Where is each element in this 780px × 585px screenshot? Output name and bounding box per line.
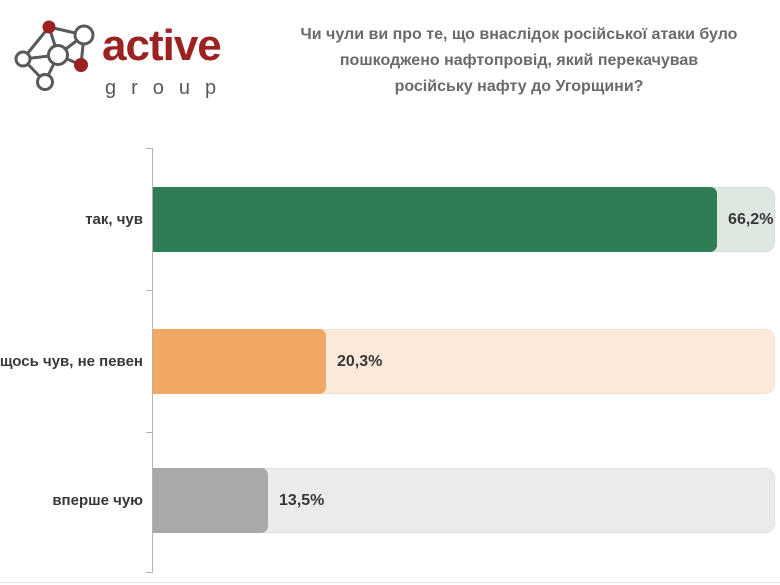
axis-tick — [146, 572, 153, 573]
chart-title-line-3: російську нафту до Угорщини? — [394, 78, 644, 95]
bar-fill — [153, 329, 326, 394]
bar-row-yes-heard: так, чув 66,2% — [0, 187, 780, 252]
value-label: 13,5% — [279, 491, 325, 509]
value-label: 66,2% — [728, 210, 774, 228]
bar-chart: так, чув 66,2% щось чув, не певен 20,3% … — [0, 148, 780, 573]
active-group-logo: active group — [12, 10, 252, 115]
bar-fill — [153, 187, 718, 252]
bar-row-first-time: вперше чую 13,5% — [0, 468, 780, 533]
bar-track: 20,3% — [153, 329, 775, 394]
chart-title-line-2: пошкоджено нафтопровід, який перекачував — [339, 52, 699, 69]
category-label: так, чув — [85, 211, 143, 228]
axis-tick — [146, 148, 153, 149]
y-axis-line — [152, 148, 153, 573]
bar-track: 66,2% — [153, 187, 775, 252]
bar-fill — [153, 468, 269, 533]
chart-title: Чи чули ви про те, що внаслідок російськ… — [262, 22, 776, 100]
chart-title-line-1: Чи чули ви про те, що внаслідок російськ… — [300, 26, 738, 43]
category-label: вперше чую — [52, 492, 143, 509]
logo-subtitle: group — [105, 77, 232, 99]
value-label: 20,3% — [336, 352, 383, 370]
bottom-divider — [0, 582, 780, 583]
bar-row-heard-something: щось чув, не певен 20,3% — [0, 329, 780, 394]
axis-tick — [146, 290, 153, 291]
network-graph-icon — [14, 20, 95, 91]
axis-tick — [146, 432, 153, 433]
bar-track: 13,5% — [153, 468, 775, 533]
logo-wordmark: active — [102, 21, 222, 70]
category-label: щось чув, не певен — [0, 353, 143, 370]
